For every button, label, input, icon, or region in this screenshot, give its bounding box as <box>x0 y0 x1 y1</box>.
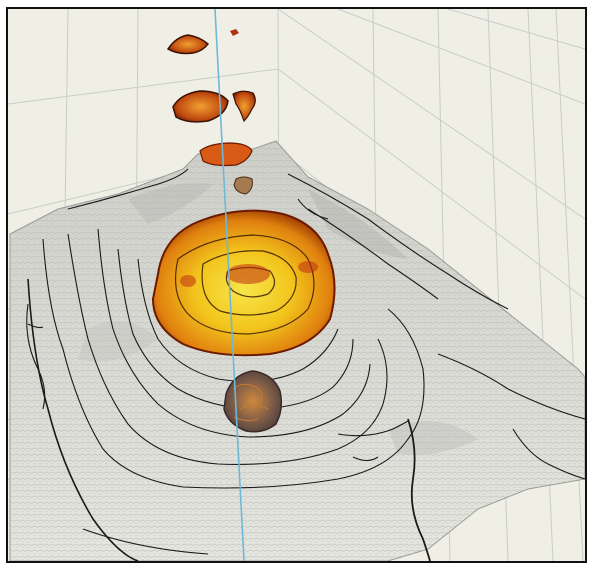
main-dome-isosurface[interactable] <box>151 209 336 357</box>
contour-lines <box>26 168 585 561</box>
vertical-axis-line <box>214 9 245 561</box>
floating-blob-low[interactable] <box>199 142 253 195</box>
terrain-surface <box>9 140 585 561</box>
floating-blob-middle[interactable] <box>172 90 256 123</box>
floating-blob-top[interactable] <box>166 29 239 55</box>
viewport-frame <box>6 7 587 563</box>
terrain-3d-scene[interactable] <box>8 9 585 561</box>
lower-cluster-isosurface[interactable] <box>223 370 283 433</box>
